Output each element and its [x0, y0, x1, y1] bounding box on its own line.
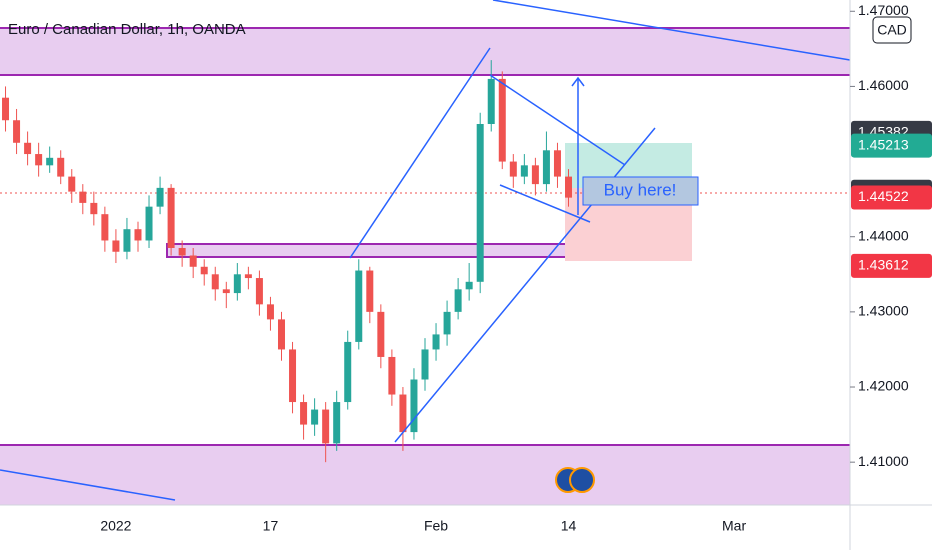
y-tick-label: 1.46000: [858, 77, 909, 93]
candle-body: [311, 409, 319, 425]
candle-body: [498, 78, 506, 162]
candle-body: [79, 191, 87, 203]
wedge-line: [499, 184, 591, 223]
candle-body: [344, 341, 352, 403]
candle-body: [542, 150, 550, 185]
candle-body: [487, 78, 495, 124]
candle-body: [399, 394, 407, 433]
candle-body: [90, 202, 98, 215]
candle-body: [68, 176, 76, 192]
candle-body: [211, 274, 219, 290]
candle-body: [421, 349, 429, 380]
candle-body: [443, 311, 451, 335]
trend-line: [492, 0, 851, 61]
candle-body: [167, 187, 175, 248]
candle-body: [178, 247, 186, 256]
candle-body: [410, 379, 418, 433]
trend-line: [0, 469, 176, 501]
candle-body: [366, 270, 374, 312]
candle-body: [300, 402, 308, 425]
price-tag-label: 1.45213: [858, 136, 909, 152]
candle-body: [134, 229, 142, 241]
plot: [2, 60, 573, 463]
candle-body: [388, 356, 396, 395]
y-tick-label: 1.42000: [858, 378, 909, 394]
price-tag: [851, 253, 932, 278]
annotation: Buy here!: [604, 180, 677, 199]
candle-body: [476, 123, 484, 282]
chart-title: Euro / Canadian Dollar, 1h, OANDA: [8, 21, 246, 38]
mid-zone: [166, 243, 613, 258]
candle-body: [322, 409, 330, 444]
time-axis: [0, 505, 850, 550]
price-tag-label: 1.44522: [858, 188, 909, 204]
candle-body: [520, 165, 528, 177]
candle-body: [112, 240, 120, 252]
axis-labels: 1.47000 1.46000 1.44000 1.43000 1.42000 1.410…: [100, 2, 932, 534]
currency-icons: [555, 467, 595, 493]
currency-label: CAD: [877, 22, 907, 38]
y-tick-label: 1.43000: [858, 303, 909, 319]
candle-body: [255, 278, 263, 305]
currency-box: [872, 16, 912, 44]
price-tag: [851, 185, 932, 210]
candle-body: [333, 402, 341, 444]
y-tick-label: 1.47000: [858, 2, 909, 18]
candle-body: [454, 289, 462, 312]
candle-body: [355, 270, 363, 342]
candle-body: [266, 304, 274, 320]
candle-body: [553, 150, 561, 177]
candle-body: [432, 334, 440, 350]
annotation-box: [582, 176, 699, 206]
candle-body: [222, 289, 230, 294]
candle-body: [123, 229, 131, 252]
candle-body: [57, 157, 65, 177]
drawings: [0, 27, 850, 505]
wedge-line: [489, 74, 626, 166]
candle-body: [24, 142, 32, 155]
candle-body: [189, 255, 197, 267]
y-tick-label: 1.44000: [858, 227, 909, 243]
candle-body: [156, 187, 164, 207]
x-tick-label: 14: [561, 518, 577, 534]
candle-body: [200, 266, 208, 275]
candle-body: [145, 206, 153, 241]
candle-body: [46, 157, 54, 166]
candle-body: [233, 274, 241, 294]
x-tick-label: Mar: [722, 518, 746, 534]
candle-body: [531, 165, 539, 185]
candle-body: [35, 154, 43, 166]
candle-body: [277, 319, 285, 350]
x-tick-label: 2022: [100, 518, 131, 534]
candle-body: [101, 214, 109, 241]
candle-body: [13, 120, 21, 143]
candle-body: [289, 349, 297, 403]
candle-body: [244, 274, 252, 279]
x-tick-label: 17: [263, 518, 279, 534]
y-tick-label: 1.41000: [858, 453, 909, 469]
channel-line: [349, 47, 491, 259]
candle-body: [377, 311, 385, 357]
candle-body: [509, 161, 517, 177]
x-tick-label: Feb: [424, 518, 448, 534]
arrow: [571, 76, 585, 215]
candle-body: [2, 97, 10, 121]
price-tag-label: 1.43612: [858, 257, 909, 273]
demand-zone: [0, 445, 850, 505]
candle-body: [565, 176, 573, 198]
candle-body: [465, 281, 473, 290]
price-tag: [851, 133, 932, 158]
ca-icon: [569, 467, 595, 493]
